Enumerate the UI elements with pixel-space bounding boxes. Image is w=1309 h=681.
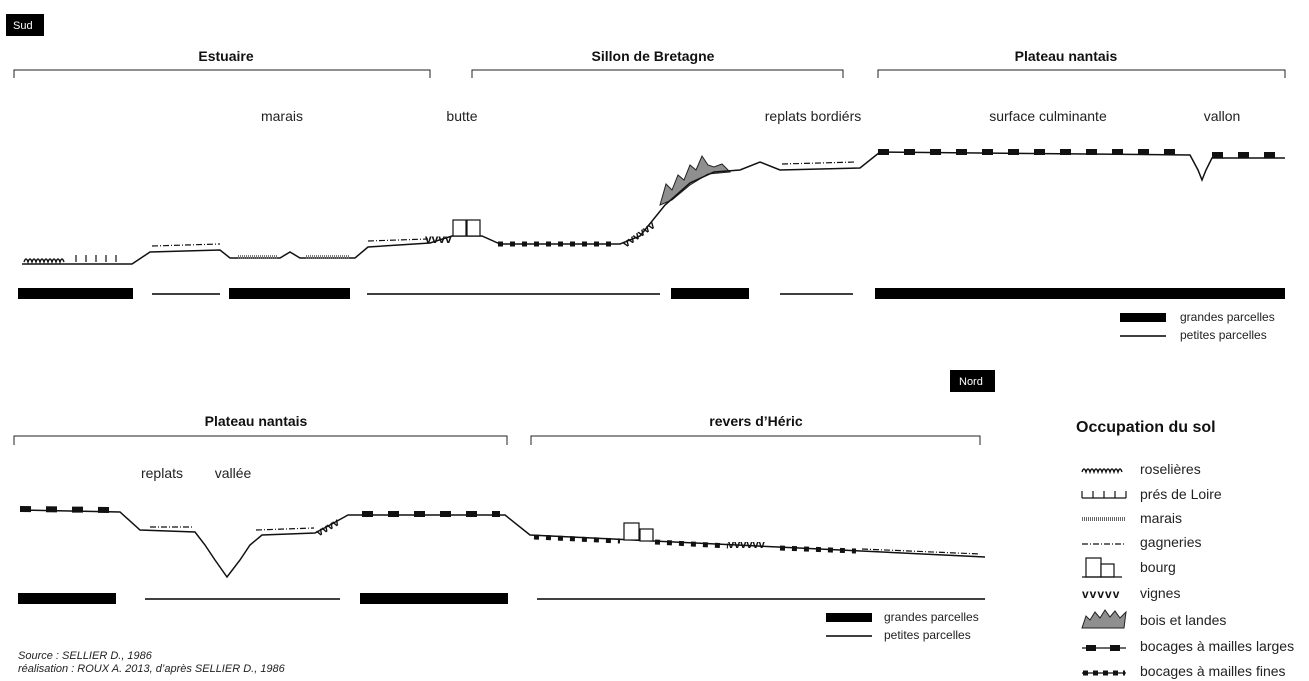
village-mark-3 [623,522,640,541]
village-mark-1 [452,219,467,237]
top-key-small: petites parcelles [1180,328,1267,342]
parcel-large-2 [229,288,350,299]
credit-realisation: réalisation : ROUX A. 2013, d’après SELL… [18,663,286,675]
section-sillon: Sillon de Bretagne [592,48,715,64]
gagneries-mark-2 [367,238,429,242]
landform-vallon: vallon [1204,108,1241,124]
gagneries-mark-5 [255,527,315,531]
section-revers-heric: revers d’Héric [709,413,803,429]
section-plateau-bottom: Plateau nantais [205,413,308,429]
legend-label-2: marais [1140,510,1182,526]
legend-label-5: vignes [1140,585,1180,601]
landform-replats: replats [141,465,183,481]
south-tag: Sud [13,20,33,32]
reeds-icon [1081,468,1123,475]
vines-mark-3: vvvv [314,516,342,539]
village-mark-2 [466,219,481,237]
meadow-mark [75,255,117,262]
landform-butte: butte [446,108,477,124]
landform-replats-bordiers: replats bordiérs [765,108,862,124]
legend-label-1: prés de Loire [1140,486,1222,502]
vines-mark-2: vvvvvv [621,219,659,250]
top-key-large-swatch [1120,313,1166,322]
vines-icon: vvvvv [1082,587,1120,601]
legend-label-6: bois et landes [1140,612,1226,628]
legend-label-4: bourg [1140,559,1176,575]
bottom-key-large: grandes parcelles [884,610,979,624]
gagneries-mark-1 [151,243,221,247]
fine-hedge-mark-2 [533,534,857,554]
bracket-plateau-bottom [13,435,508,445]
village-icon [1082,557,1122,578]
credit-source: Source : SELLIER D., 1986 [18,650,153,662]
north-tag: Nord [959,376,983,388]
legend-label-0: roselières [1140,461,1201,477]
parcel-large-1 [18,288,133,299]
bottom-key-small: petites parcelles [884,628,971,642]
landform-vallee: vallée [215,465,252,481]
north-tag-box [950,370,995,392]
section-plateau-top: Plateau nantais [1015,48,1118,64]
top-key-large: grandes parcelles [1180,310,1275,324]
landform-marais: marais [261,108,303,124]
gagneries-mark-3 [781,161,857,165]
bottom-key-large-swatch [826,613,872,622]
meadow-icon [1081,491,1127,499]
section-estuaire: Estuaire [198,48,253,64]
bracket-revers [530,435,981,445]
parcel-large-5 [18,593,116,604]
gagneries-mark-6 [861,548,981,555]
south-tag-box [6,14,44,36]
landform-surface-culminante: surface culminante [989,108,1107,124]
legend-label-7: bocages à mailles larges [1140,638,1294,654]
parcel-large-3 [671,288,749,299]
parcel-large-6 [360,593,508,604]
vines-mark-1: vvvv [425,232,452,246]
legend-title: Occupation du sol [1076,419,1216,436]
reeds-mark [23,258,65,265]
bracket-sillon [471,69,844,78]
legend-label-3: gagneries [1140,534,1202,550]
vines-mark-4: vvvvvv [728,539,766,551]
bracket-estuaire [13,69,431,78]
village-mark-4 [639,528,654,542]
bottom-terrain-line [19,509,986,579]
parcel-large-4 [875,288,1285,299]
wide-hedgerow-icon [1082,645,1126,651]
top-terrain-line [22,151,1285,265]
woods-icon [1081,609,1127,629]
bracket-plateau-top [877,69,1286,78]
legend-label-8: bocages à mailles fines [1140,663,1286,679]
